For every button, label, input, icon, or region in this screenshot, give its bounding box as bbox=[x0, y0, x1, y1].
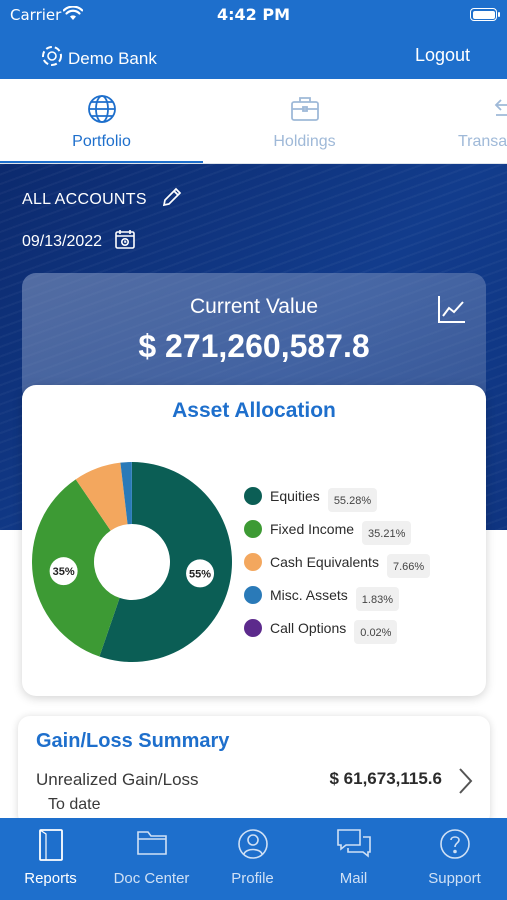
current-value-card: Current Value $ 271,260,587.8 bbox=[22, 273, 486, 403]
legend-swatch bbox=[244, 519, 262, 538]
legend-item: Call Options 0.02% bbox=[244, 611, 430, 644]
tab-label: Holdings bbox=[273, 133, 336, 150]
carrier-label: Carrier bbox=[10, 6, 62, 24]
line-chart-icon[interactable] bbox=[436, 293, 468, 330]
nav-label: Support bbox=[428, 870, 481, 887]
nav-label: Reports bbox=[24, 870, 77, 887]
unrealized-gain-loss-value: $ 61,673,115.6 bbox=[329, 769, 442, 788]
wifi-icon bbox=[62, 5, 84, 27]
header: Carrier 4:42 PM Demo Bank Logout bbox=[0, 0, 507, 79]
donut-slice-cash-equivalents[interactable] bbox=[75, 462, 128, 531]
current-value-amount: $ 271,260,587.8 bbox=[138, 328, 370, 364]
brand: Demo Bank bbox=[40, 44, 157, 73]
account-selector: ALL ACCOUNTS bbox=[22, 186, 183, 213]
legend-swatch bbox=[244, 585, 262, 604]
nav-label: Mail bbox=[339, 870, 368, 887]
tab-transactions[interactable]: Transac bbox=[406, 79, 507, 163]
donut-slice-equities[interactable] bbox=[99, 462, 232, 662]
arrow-left-icon bbox=[490, 93, 507, 130]
legend-swatch bbox=[244, 618, 262, 637]
legend-item: Misc. Assets 1.83% bbox=[244, 578, 430, 611]
legend-percent: 0.02% bbox=[354, 619, 398, 644]
profile-icon bbox=[237, 828, 269, 865]
tab-label: Transac bbox=[458, 133, 507, 150]
legend-percent: 7.66% bbox=[386, 553, 431, 578]
globe-icon bbox=[86, 93, 118, 130]
legend-name: Misc. Assets bbox=[270, 586, 348, 603]
bottom-nav: Reports Doc Center Profile Mail bbox=[0, 818, 507, 900]
legend-item: Equities 55.28% bbox=[244, 479, 430, 512]
nav-label: Doc Center bbox=[113, 870, 190, 887]
slice-label: 55% bbox=[189, 568, 211, 580]
gain-loss-period: To date bbox=[48, 796, 101, 813]
asset-allocation-card: Asset Allocation 55% 35% Equities 55.28% Fi… bbox=[22, 385, 486, 696]
mail-icon bbox=[336, 828, 372, 865]
reports-icon bbox=[36, 828, 66, 867]
nav-support[interactable]: Support bbox=[404, 818, 505, 900]
legend-percent: 55.28% bbox=[327, 487, 378, 512]
legend-percent: 1.83% bbox=[355, 586, 399, 611]
brand-name: Demo Bank bbox=[68, 48, 157, 68]
legend-name: Equities bbox=[270, 487, 320, 504]
app-bar: Demo Bank Logout bbox=[0, 40, 507, 76]
slice-label: 35% bbox=[53, 566, 75, 578]
folder-icon bbox=[136, 828, 168, 863]
logout-button[interactable]: Logout bbox=[414, 45, 470, 65]
as-of-date: 09/13/2022 bbox=[22, 232, 103, 250]
unrealized-gain-loss-label: Unrealized Gain/Loss bbox=[36, 770, 199, 789]
bank-logo-icon bbox=[40, 44, 64, 73]
nav-label: Profile bbox=[231, 870, 274, 887]
legend-name: Cash Equivalents bbox=[270, 553, 379, 570]
current-value-title: Current Value bbox=[189, 295, 318, 318]
nav-mail[interactable]: Mail bbox=[303, 818, 404, 900]
legend-item: Cash Equivalents 7.66% bbox=[244, 545, 431, 578]
nav-doc-center[interactable]: Doc Center bbox=[101, 818, 202, 900]
briefcase-icon bbox=[289, 93, 321, 130]
legend-swatch bbox=[244, 486, 262, 505]
tab-portfolio[interactable]: Portfolio bbox=[0, 79, 203, 163]
status-time: 4:42 PM bbox=[216, 5, 290, 24]
nav-reports[interactable]: Reports bbox=[0, 818, 101, 900]
slice-label-bubble bbox=[186, 559, 215, 588]
legend-name: Call Options bbox=[270, 619, 347, 636]
chevron-right-icon[interactable] bbox=[456, 766, 474, 801]
legend-item: Fixed Income 35.21% bbox=[244, 512, 430, 545]
nav-profile[interactable]: Profile bbox=[202, 818, 303, 900]
allocation-donut-chart: 55% 35% bbox=[32, 462, 232, 662]
battery-icon bbox=[470, 8, 500, 21]
slice-label-bubble bbox=[49, 557, 78, 586]
gain-loss-card[interactable]: Gain/Loss Summary Unrealized Gain/Loss T… bbox=[18, 716, 490, 826]
date-selector: 09/13/2022 bbox=[22, 228, 136, 255]
allocation-legend: Equities 55.28% Fixed Income 35.21% Cash Equ… bbox=[244, 479, 431, 644]
tab-label: Portfolio bbox=[72, 133, 131, 150]
tab-holdings[interactable]: Holdings bbox=[203, 79, 406, 163]
edit-icon[interactable] bbox=[161, 186, 183, 213]
legend-swatch bbox=[244, 552, 262, 571]
top-tabs: Portfolio Holdings Transac bbox=[0, 79, 507, 164]
legend-percent: 35.21% bbox=[362, 520, 412, 545]
donut-slice-misc-assets[interactable] bbox=[120, 462, 132, 525]
legend-name: Fixed Income bbox=[270, 520, 355, 537]
status-bar: Carrier 4:42 PM bbox=[0, 0, 507, 30]
support-icon bbox=[439, 828, 471, 865]
asset-allocation-title: Asset Allocation bbox=[172, 399, 336, 422]
account-label: ALL ACCOUNTS bbox=[22, 190, 147, 208]
gain-loss-title: Gain/Loss Summary bbox=[36, 730, 230, 752]
active-tab-indicator bbox=[0, 161, 203, 163]
calendar-icon[interactable] bbox=[114, 228, 136, 255]
